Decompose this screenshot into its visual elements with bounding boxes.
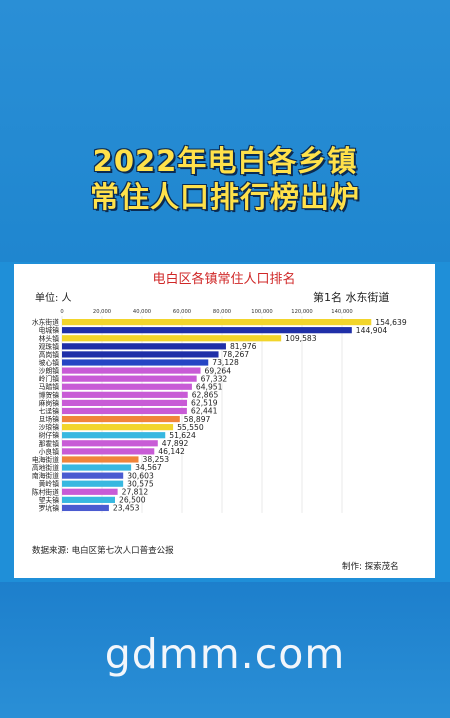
category-label: 南海街道 bbox=[32, 471, 59, 480]
value-label: 69,264 bbox=[205, 366, 232, 375]
top-banner-background bbox=[0, 0, 450, 262]
bar bbox=[62, 424, 174, 431]
category-label: 博贺镇 bbox=[39, 390, 60, 399]
category-label: 沙琅镇 bbox=[39, 423, 60, 432]
bar bbox=[62, 367, 201, 374]
category-label: 高地街道 bbox=[32, 463, 59, 472]
bar bbox=[62, 399, 188, 406]
bar bbox=[62, 375, 197, 382]
chart-panel: 电白区各镇常住人口排名 单位: 人 第1名 水东街道 0 20,000 40,000… bbox=[14, 264, 435, 578]
x-tick-label: 140,000 bbox=[331, 309, 352, 315]
value-label: 27,812 bbox=[122, 487, 149, 496]
chart-credit: 制作: 探索茂名 bbox=[342, 561, 399, 572]
category-label: 望夫镇 bbox=[39, 495, 60, 504]
x-tick-label: 100,000 bbox=[251, 309, 272, 315]
category-label: 马踏镇 bbox=[39, 382, 60, 391]
value-label: 47,892 bbox=[162, 439, 189, 448]
bar bbox=[62, 456, 139, 463]
category-label: 陈村街道 bbox=[32, 487, 59, 496]
bar bbox=[62, 448, 155, 455]
value-label: 58,897 bbox=[184, 415, 211, 424]
headline-line-1: 2022年电白各乡镇 bbox=[92, 144, 358, 178]
bar bbox=[62, 488, 118, 495]
value-label: 55,550 bbox=[177, 423, 204, 432]
category-label: 高岗镇 bbox=[39, 350, 60, 359]
headline-line-2: 常住人口排行榜出炉 bbox=[89, 180, 360, 214]
bar bbox=[62, 432, 166, 439]
category-label: 罗坑镇 bbox=[39, 503, 60, 512]
bar bbox=[62, 496, 115, 503]
value-label: 62,519 bbox=[191, 399, 218, 408]
value-label: 144,904 bbox=[356, 326, 388, 335]
category-label: 水东街道 bbox=[32, 318, 59, 327]
bar bbox=[62, 359, 209, 366]
category-label: 树仔镇 bbox=[39, 431, 60, 440]
bar-chart: 电白区各镇常住人口排名 单位: 人 第1名 水东街道 0 20,000 40,000… bbox=[32, 271, 407, 572]
category-label: 旦场镇 bbox=[39, 415, 60, 424]
bar bbox=[62, 383, 192, 390]
x-tick-label: 120,000 bbox=[291, 309, 312, 315]
category-label: 黄岭镇 bbox=[39, 479, 60, 488]
category-label: 岭门镇 bbox=[39, 374, 60, 383]
value-label: 64,951 bbox=[196, 382, 223, 391]
value-label: 73,128 bbox=[212, 358, 239, 367]
bar bbox=[62, 480, 124, 487]
value-label: 62,865 bbox=[192, 391, 219, 400]
bar bbox=[62, 472, 124, 479]
value-label: 38,253 bbox=[143, 455, 170, 464]
value-label: 23,453 bbox=[113, 504, 140, 513]
value-label: 34,567 bbox=[135, 463, 162, 472]
value-label: 51,624 bbox=[169, 431, 196, 440]
value-label: 154,639 bbox=[375, 318, 407, 327]
bar bbox=[62, 440, 158, 447]
value-label: 109,583 bbox=[285, 334, 317, 343]
site-watermark: gdmm.com bbox=[104, 630, 346, 678]
category-label: 小良镇 bbox=[39, 447, 60, 456]
value-label: 67,332 bbox=[201, 374, 228, 383]
value-label: 26,500 bbox=[119, 496, 146, 505]
bar bbox=[62, 464, 132, 471]
category-label: 林头镇 bbox=[39, 334, 60, 343]
category-label: 沙朗镇 bbox=[39, 366, 60, 375]
value-label: 30,603 bbox=[127, 471, 154, 480]
bottom-banner-background bbox=[0, 582, 450, 718]
bar bbox=[62, 327, 352, 334]
bar bbox=[62, 319, 372, 326]
x-tick-label: 20,000 bbox=[93, 309, 111, 315]
category-label: 电城镇 bbox=[39, 326, 60, 335]
bar bbox=[62, 391, 188, 398]
x-tick-label: 60,000 bbox=[173, 309, 191, 315]
unit-label: 单位: 人 bbox=[35, 291, 72, 304]
category-label: 坡心镇 bbox=[39, 358, 60, 367]
value-label: 30,575 bbox=[127, 479, 154, 488]
value-label: 78,267 bbox=[223, 350, 250, 359]
category-label: 那霍镇 bbox=[39, 439, 60, 448]
bar bbox=[62, 343, 226, 350]
category-label: 麻岗镇 bbox=[39, 398, 60, 407]
bar bbox=[62, 335, 282, 342]
data-source: 数据来源: 电白区第七次人口普查公报 bbox=[32, 545, 174, 556]
value-label: 46,142 bbox=[158, 447, 185, 456]
chart-title: 电白区各镇常住人口排名 bbox=[152, 271, 295, 287]
category-label: 电海街道 bbox=[32, 455, 59, 464]
value-label: 81,976 bbox=[230, 342, 257, 351]
rank-label: 第1名 水东街道 bbox=[313, 290, 390, 304]
category-label: 七迳镇 bbox=[39, 406, 60, 415]
value-label: 62,441 bbox=[191, 407, 218, 416]
bar bbox=[62, 351, 219, 358]
bar bbox=[62, 415, 180, 423]
category-label: 观珠镇 bbox=[39, 342, 60, 351]
bar bbox=[62, 504, 109, 512]
x-tick-label: 80,000 bbox=[213, 309, 231, 315]
x-tick-label: 0 bbox=[60, 309, 63, 315]
bar bbox=[62, 407, 187, 415]
x-tick-label: 40,000 bbox=[133, 309, 151, 315]
